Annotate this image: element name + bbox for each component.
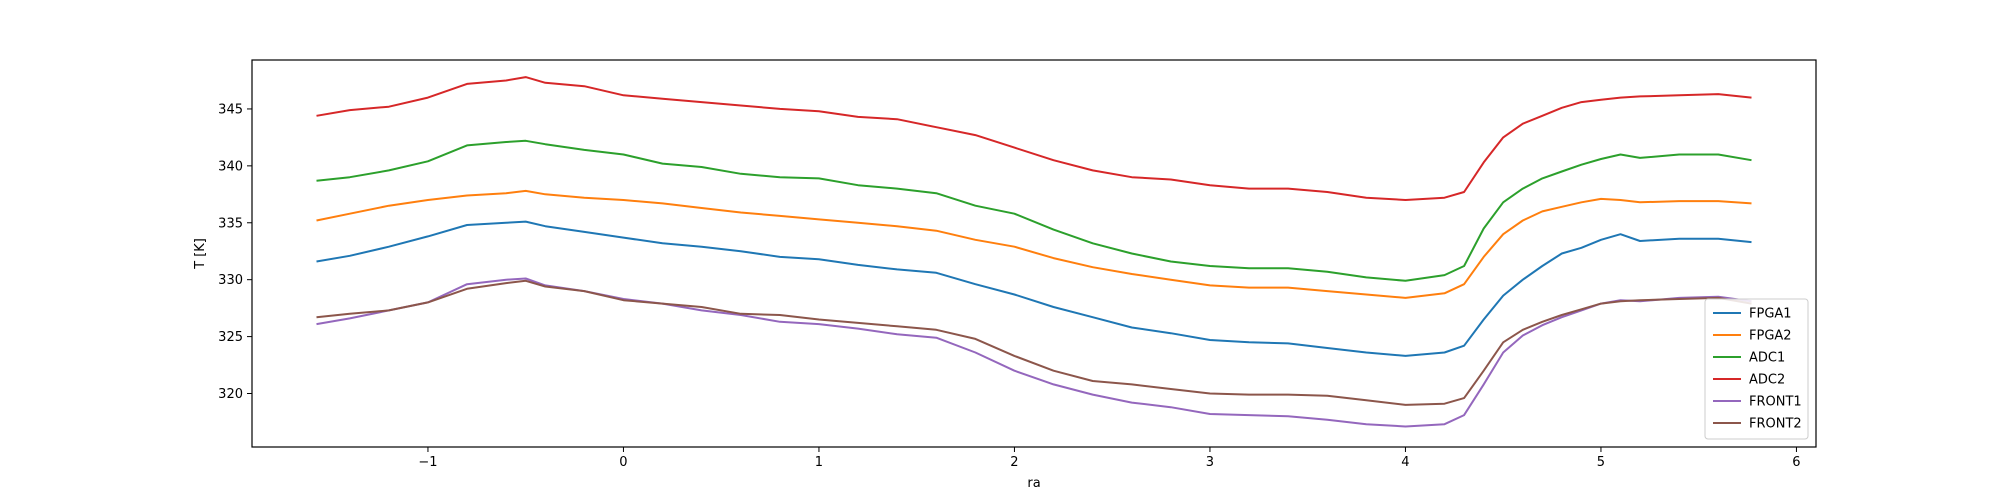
x-tick-label: 6	[1792, 455, 1800, 470]
legend: FPGA1 FPGA2 ADC1 ADC2 FRONT1 FRONT2	[1704, 298, 1809, 440]
x-tick-label: −1	[418, 455, 437, 470]
x-axis-label: ra	[1027, 476, 1040, 491]
y-tick-label: 330	[218, 273, 243, 288]
series-line-fpga1	[316, 220, 1752, 357]
plot-lines	[316, 76, 1752, 428]
legend-label-front1: FRONT1	[1749, 395, 1802, 410]
legend-label-fpga1: FPGA1	[1749, 307, 1792, 322]
x-tick-label: 0	[619, 455, 627, 470]
series-line-front2	[316, 279, 1752, 406]
y-tick-label: 325	[218, 330, 243, 345]
x-axis: −1 0 1 2 3 4 5 6	[418, 447, 1801, 470]
legend-label-adc1: ADC1	[1749, 351, 1785, 366]
y-axis-label: T [K]	[193, 238, 208, 270]
y-tick-label: 345	[218, 102, 243, 117]
y-tick-label: 340	[218, 159, 243, 174]
series-line-fpga2	[316, 189, 1752, 299]
x-tick-label: 1	[815, 455, 823, 470]
legend-label-front2: FRONT2	[1749, 417, 1802, 432]
y-tick-label: 320	[218, 387, 243, 402]
y-tick-label: 335	[218, 216, 243, 231]
x-tick-label: 2	[1010, 455, 1018, 470]
legend-label-fpga2: FPGA2	[1749, 329, 1792, 344]
series-line-adc2	[316, 76, 1752, 201]
x-tick-label: 3	[1206, 455, 1214, 470]
x-tick-label: 4	[1401, 455, 1409, 470]
plot-frame	[251, 59, 1817, 448]
x-tick-label: 5	[1597, 455, 1605, 470]
series-line-adc1	[316, 139, 1752, 282]
y-axis: 320 325 330 335 340 345	[218, 102, 252, 402]
legend-label-adc2: ADC2	[1749, 373, 1785, 388]
